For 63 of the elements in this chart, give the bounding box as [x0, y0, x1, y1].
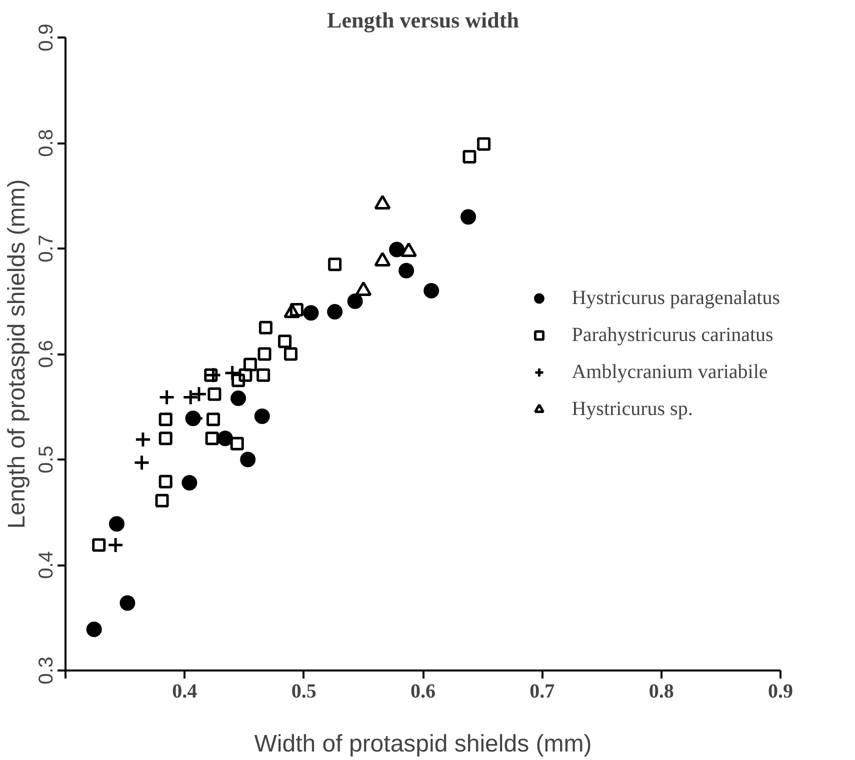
point: [284, 347, 298, 361]
point: [424, 282, 440, 298]
point: [240, 452, 256, 468]
point: [205, 432, 219, 446]
x-tick-label: 0.4: [172, 680, 198, 702]
point: [477, 137, 491, 151]
point: [108, 516, 124, 532]
point: [155, 494, 169, 508]
point: [182, 474, 198, 490]
y-tick-label: 0.4: [36, 551, 58, 579]
point: [460, 209, 476, 225]
point: [303, 305, 319, 321]
point: [230, 436, 244, 450]
point: [92, 538, 106, 552]
point: [206, 412, 220, 426]
x-tick-label: 0.9: [768, 680, 793, 702]
point: [347, 294, 363, 309]
point: [278, 334, 292, 348]
legend-label: Amblycranium variabile: [572, 360, 768, 384]
point: [208, 387, 222, 401]
point: [230, 390, 246, 406]
point: [107, 536, 124, 554]
point: [224, 364, 241, 382]
y-tick-label: 0.6: [36, 340, 58, 368]
point: [120, 595, 136, 611]
y-tick-label: 0.8: [36, 129, 58, 157]
point: [398, 262, 414, 278]
point: [205, 366, 222, 384]
point: [204, 368, 218, 382]
y-axis-title: Length of protaspid shields (mm): [4, 179, 30, 529]
point: [238, 368, 252, 382]
point: [389, 242, 405, 258]
point: [290, 302, 304, 316]
point: [134, 431, 152, 448]
point: [327, 304, 343, 320]
point: [158, 389, 176, 406]
point: [256, 368, 270, 382]
x-tick-label: 0.6: [410, 680, 436, 702]
y-tick-label: 0.5: [36, 446, 58, 474]
point: [86, 622, 102, 638]
point: [328, 258, 342, 272]
point: [232, 374, 246, 388]
point: [243, 358, 257, 372]
point: [158, 474, 172, 488]
legend-label: Hystricurus paragenalatus: [572, 286, 780, 310]
point: [258, 320, 272, 334]
point: [217, 430, 233, 446]
y-tick-label: 0.9: [36, 24, 58, 52]
y-tick-label: 0.3: [36, 656, 58, 684]
x-tick-label: 0.5: [291, 680, 316, 702]
x-tick-label: 0.8: [648, 680, 674, 702]
chart-title: Length versus width: [327, 8, 519, 32]
point: [462, 150, 476, 164]
point: [158, 412, 172, 426]
point: [254, 408, 270, 424]
point: [258, 347, 272, 361]
x-tick-label: 0.7: [530, 680, 555, 702]
legend-label: Parahystricurus carinatus: [572, 324, 774, 346]
point: [134, 454, 150, 471]
legend-label: Hystricurus sp.: [572, 398, 693, 420]
point: [158, 432, 172, 446]
y-tick-label: 0.7: [36, 234, 58, 262]
x-axis-title: Width of protaspid shields (mm): [254, 730, 592, 758]
